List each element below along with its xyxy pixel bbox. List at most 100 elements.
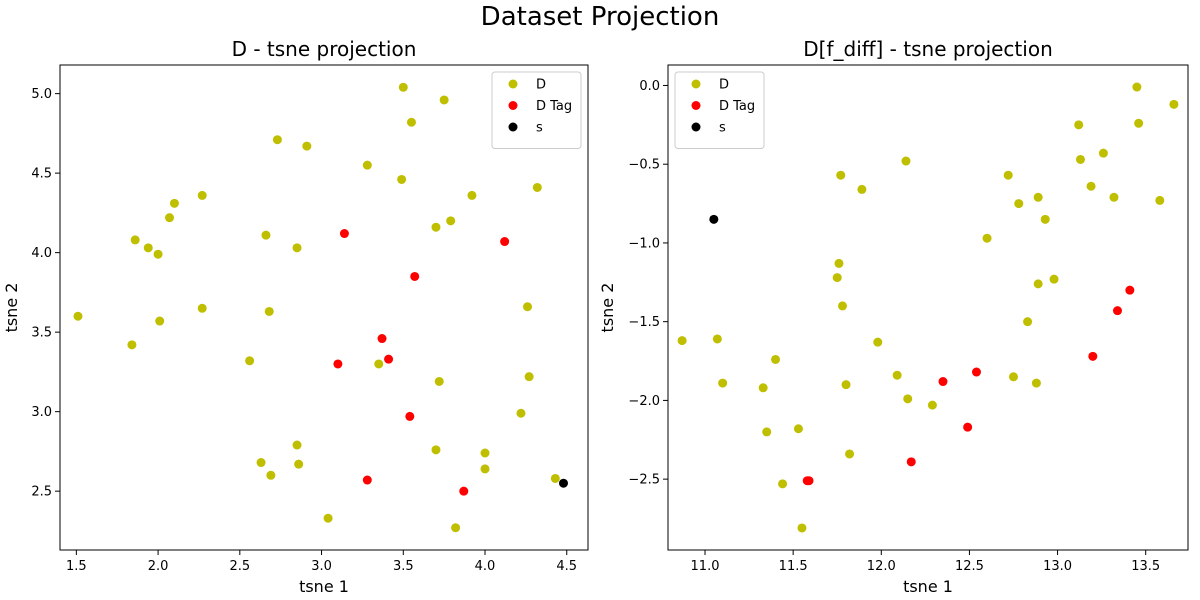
plot-frame bbox=[59, 64, 589, 551]
data-point-d bbox=[845, 449, 855, 459]
x-tick-label: 12.0 bbox=[867, 559, 896, 574]
data-point-d bbox=[73, 311, 83, 321]
y-tick-label: −2.0 bbox=[628, 394, 660, 409]
data-point-d bbox=[516, 408, 526, 418]
data-point-d bbox=[1033, 192, 1043, 202]
data-point-d bbox=[758, 383, 768, 393]
data-point-d-tag bbox=[1112, 306, 1122, 316]
data-point-d bbox=[130, 235, 140, 245]
data-point-d bbox=[256, 458, 266, 468]
data-point-d bbox=[1031, 378, 1041, 388]
x-tick-label: 3.5 bbox=[393, 559, 414, 574]
y-tick-label: 5.0 bbox=[31, 87, 52, 102]
data-point-d-tag bbox=[459, 486, 469, 496]
x-tick-label: 2.5 bbox=[229, 559, 250, 574]
data-point-d bbox=[165, 213, 175, 223]
y-tick-label: 3.0 bbox=[31, 405, 52, 420]
data-point-d-tag bbox=[410, 271, 420, 281]
data-point-d-tag bbox=[906, 457, 916, 467]
data-point-d bbox=[677, 336, 687, 346]
legend-label: D Tag bbox=[536, 99, 572, 114]
x-axis-label: tsne 1 bbox=[299, 577, 349, 596]
data-point-d-tag bbox=[500, 237, 510, 247]
data-point-d bbox=[1014, 199, 1024, 209]
legend-marker bbox=[508, 122, 518, 132]
y-tick-label: −1.0 bbox=[628, 236, 660, 251]
chart-left: D - tsne projection tsne 1 tsne 2 1.5 2.0 2.5… bbox=[2, 37, 589, 596]
data-point-d bbox=[762, 427, 772, 437]
y-tick-label: −2.5 bbox=[628, 473, 660, 488]
data-point-d bbox=[1075, 154, 1085, 164]
data-point-d bbox=[467, 190, 477, 200]
data-point-d bbox=[169, 198, 179, 208]
data-point-d-tag bbox=[963, 422, 973, 432]
data-point-d bbox=[841, 380, 851, 390]
data-point-d bbox=[927, 400, 937, 410]
data-point-d bbox=[523, 302, 533, 312]
data-point-d bbox=[398, 82, 408, 92]
data-point-d bbox=[143, 243, 153, 253]
data-point-d bbox=[857, 184, 867, 194]
data-point-d-tag bbox=[1125, 285, 1135, 295]
x-tick-label: 1.5 bbox=[66, 559, 87, 574]
data-point-s bbox=[558, 478, 568, 488]
data-point-d bbox=[1008, 372, 1018, 382]
data-point-d bbox=[197, 190, 207, 200]
data-point-d bbox=[431, 222, 441, 232]
y-axis-label: tsne 2 bbox=[2, 283, 21, 333]
x-tick-label: 12.5 bbox=[955, 559, 984, 574]
legend-label: D Tag bbox=[719, 99, 755, 114]
data-point-d-tag bbox=[971, 367, 981, 377]
data-point-d bbox=[901, 156, 911, 166]
y-tick-label: 4.0 bbox=[31, 246, 52, 261]
data-point-d bbox=[797, 523, 807, 533]
data-point-d bbox=[1023, 317, 1033, 327]
data-point-d-tag bbox=[938, 377, 948, 387]
chart-title: D[f_diff] - tsne projection bbox=[803, 37, 1053, 61]
data-point-d bbox=[480, 448, 490, 458]
y-tick-label: −0.5 bbox=[628, 158, 660, 173]
data-point-d bbox=[1132, 82, 1142, 92]
y-tick-label: 2.5 bbox=[31, 485, 52, 500]
data-point-d bbox=[302, 141, 312, 151]
data-point-d bbox=[832, 273, 842, 283]
data-point-d bbox=[397, 174, 407, 184]
data-point-d bbox=[362, 160, 372, 170]
data-point-d bbox=[155, 316, 165, 326]
data-point-d bbox=[127, 340, 137, 350]
data-point-d bbox=[892, 370, 902, 380]
x-axis-label: tsne 1 bbox=[903, 577, 953, 596]
data-point-d bbox=[771, 354, 781, 364]
x-tick-label: 11.5 bbox=[779, 559, 808, 574]
data-point-d bbox=[406, 117, 416, 127]
data-point-d bbox=[1040, 214, 1050, 224]
y-axis-label: tsne 2 bbox=[598, 283, 617, 333]
y-tick-label: 4.5 bbox=[31, 167, 52, 182]
data-point-d bbox=[712, 334, 722, 344]
x-tick-label: 13.0 bbox=[1043, 559, 1072, 574]
x-tick-label: 13.5 bbox=[1131, 559, 1160, 574]
data-point-d bbox=[323, 513, 333, 523]
data-point-d bbox=[294, 459, 304, 469]
data-point-d-tag bbox=[384, 354, 394, 364]
data-point-d bbox=[245, 356, 255, 366]
legend-label: D bbox=[536, 78, 546, 93]
data-point-d bbox=[834, 258, 844, 268]
data-point-d-tag bbox=[405, 411, 415, 421]
data-point-d-tag bbox=[362, 475, 372, 485]
data-point-d-tag bbox=[377, 334, 387, 344]
x-tick-label: 2.0 bbox=[148, 559, 169, 574]
data-point-d bbox=[153, 249, 163, 259]
data-point-d bbox=[446, 216, 456, 226]
data-point-d bbox=[266, 470, 276, 480]
data-point-d bbox=[1169, 99, 1179, 109]
legend-marker bbox=[508, 79, 518, 89]
x-tick-label: 3.0 bbox=[311, 559, 332, 574]
data-point-d bbox=[1098, 148, 1108, 158]
data-point-d bbox=[439, 95, 449, 105]
y-tick-label: 3.5 bbox=[31, 326, 52, 341]
data-point-d bbox=[1109, 192, 1119, 202]
chart-title: D - tsne projection bbox=[232, 37, 417, 61]
y-tick-label: −1.5 bbox=[628, 315, 660, 330]
